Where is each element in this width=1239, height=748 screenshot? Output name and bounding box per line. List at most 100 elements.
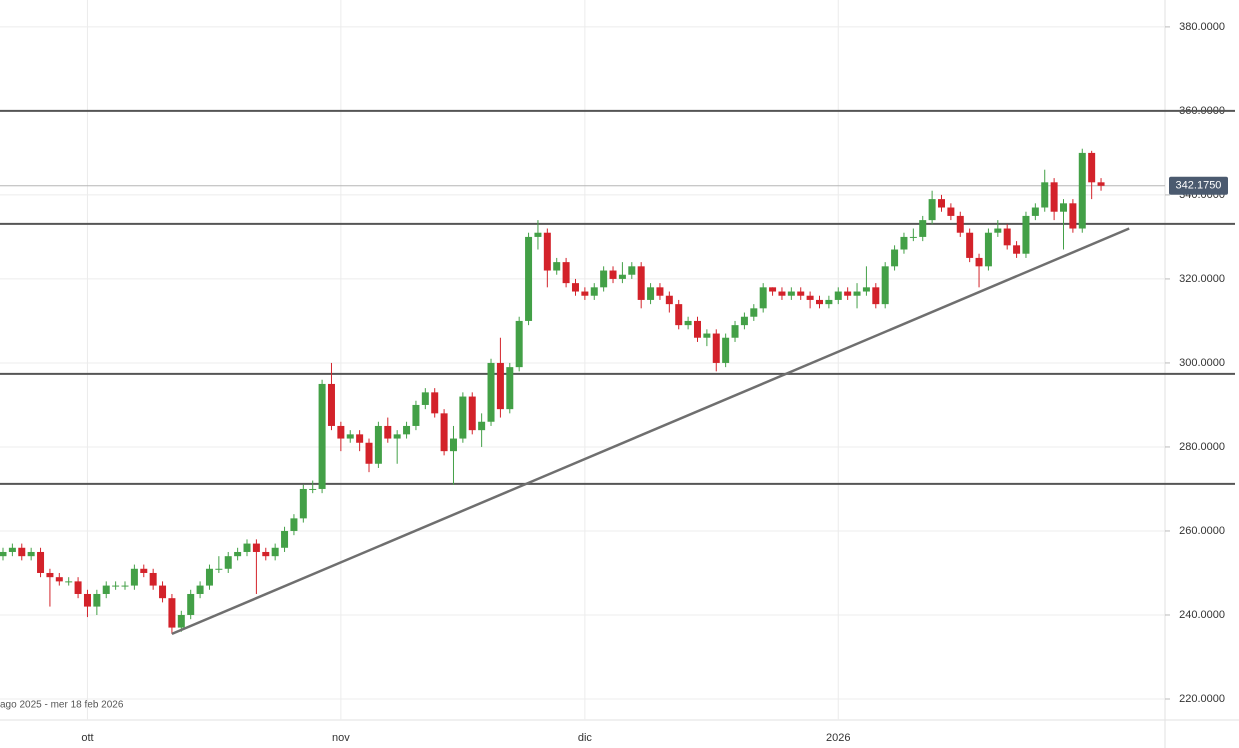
candle-body [844,291,852,296]
candle-body [234,551,242,557]
candle-body [984,232,992,267]
candle-body [487,362,495,422]
candle-body [159,585,167,599]
candle-body [149,572,157,586]
candle-body [205,568,213,586]
candle-body [665,295,673,305]
candle-body [750,308,758,317]
candle-body [346,434,354,439]
candle-body [46,572,54,578]
candle-body [384,425,392,439]
candle-body [440,413,448,452]
candle-body [647,287,655,300]
candle-body [1013,245,1021,254]
candle-body [365,442,373,464]
candle-body [412,404,420,426]
candle-body [459,396,467,439]
y-tick-label: 260.0000 [1179,525,1225,537]
candle-body [243,543,251,552]
candle-body [102,585,110,594]
candle-body [637,266,645,300]
candle-body [975,257,983,267]
candle-body [27,551,35,557]
candle-body [525,236,533,321]
candle-body [18,547,26,557]
candle-body [693,320,701,338]
candle-body [1069,203,1077,229]
candle-body [740,316,748,326]
candle-body [543,232,551,271]
candle-body [628,266,636,275]
candle-body [337,425,345,439]
candle-body [506,367,514,410]
candle-body [872,287,880,305]
candle-body [1060,203,1068,212]
candle-body [562,262,570,284]
candle-body [83,593,91,607]
candle-body [215,568,223,570]
candle-body [956,215,964,233]
candle-body [0,551,7,557]
candle-body [403,425,411,435]
candle-body [8,547,16,552]
candle-body [797,291,805,296]
candle-body [900,236,908,250]
candle-body [271,547,279,557]
candle-body [1022,215,1030,254]
candle-body [947,207,955,216]
candle-body [534,232,542,237]
candle-body [374,425,382,464]
candle-body [37,551,45,573]
candle-body [1078,152,1086,229]
candle-body [55,577,63,582]
candle-body [299,488,307,519]
candle-body [393,434,401,439]
candle-body [712,333,720,363]
candle-body [515,320,523,368]
candle-body [769,287,777,292]
candle-body [309,488,317,490]
candle-body [919,220,927,237]
candle-body [177,614,185,628]
x-tick-label: 2026 [826,732,850,744]
candle-body [121,585,129,587]
candle-body [449,438,457,452]
candle-body [928,199,936,221]
candle-body [815,299,823,305]
y-tick-label: 300.0000 [1179,357,1225,369]
x-tick-label: ott [81,732,93,744]
candle-body [703,333,711,338]
candle-body [112,585,120,587]
candle-body [318,383,326,489]
candle-body [834,291,842,300]
candle-body [966,232,974,258]
candle-body [468,396,476,431]
candle-body [1088,152,1096,183]
candle-body [731,325,739,338]
candle-body [862,287,870,292]
candle-body [759,287,767,309]
candle-body [168,598,176,628]
candle-body [65,581,73,583]
candle-body [252,543,260,552]
candle-body [722,337,730,363]
candle-body [74,581,82,594]
x-tick-label: dic [578,732,593,744]
candle-body [478,421,486,431]
candle-body [224,556,232,569]
candle-body [281,530,289,548]
candle-body [825,299,833,305]
candle-body [806,295,814,300]
candle-body [421,392,429,405]
candle-body [1050,182,1058,212]
candle-body [590,287,598,296]
candle-body [881,266,889,305]
date-range: ago 2025 - mer 18 feb 2026 [0,700,124,711]
candle-body [553,262,561,271]
candle-body [656,287,664,296]
candle-body [431,392,439,414]
x-tick-label: nov [332,732,350,744]
candle-body [909,236,917,238]
candle-body [1097,182,1105,186]
